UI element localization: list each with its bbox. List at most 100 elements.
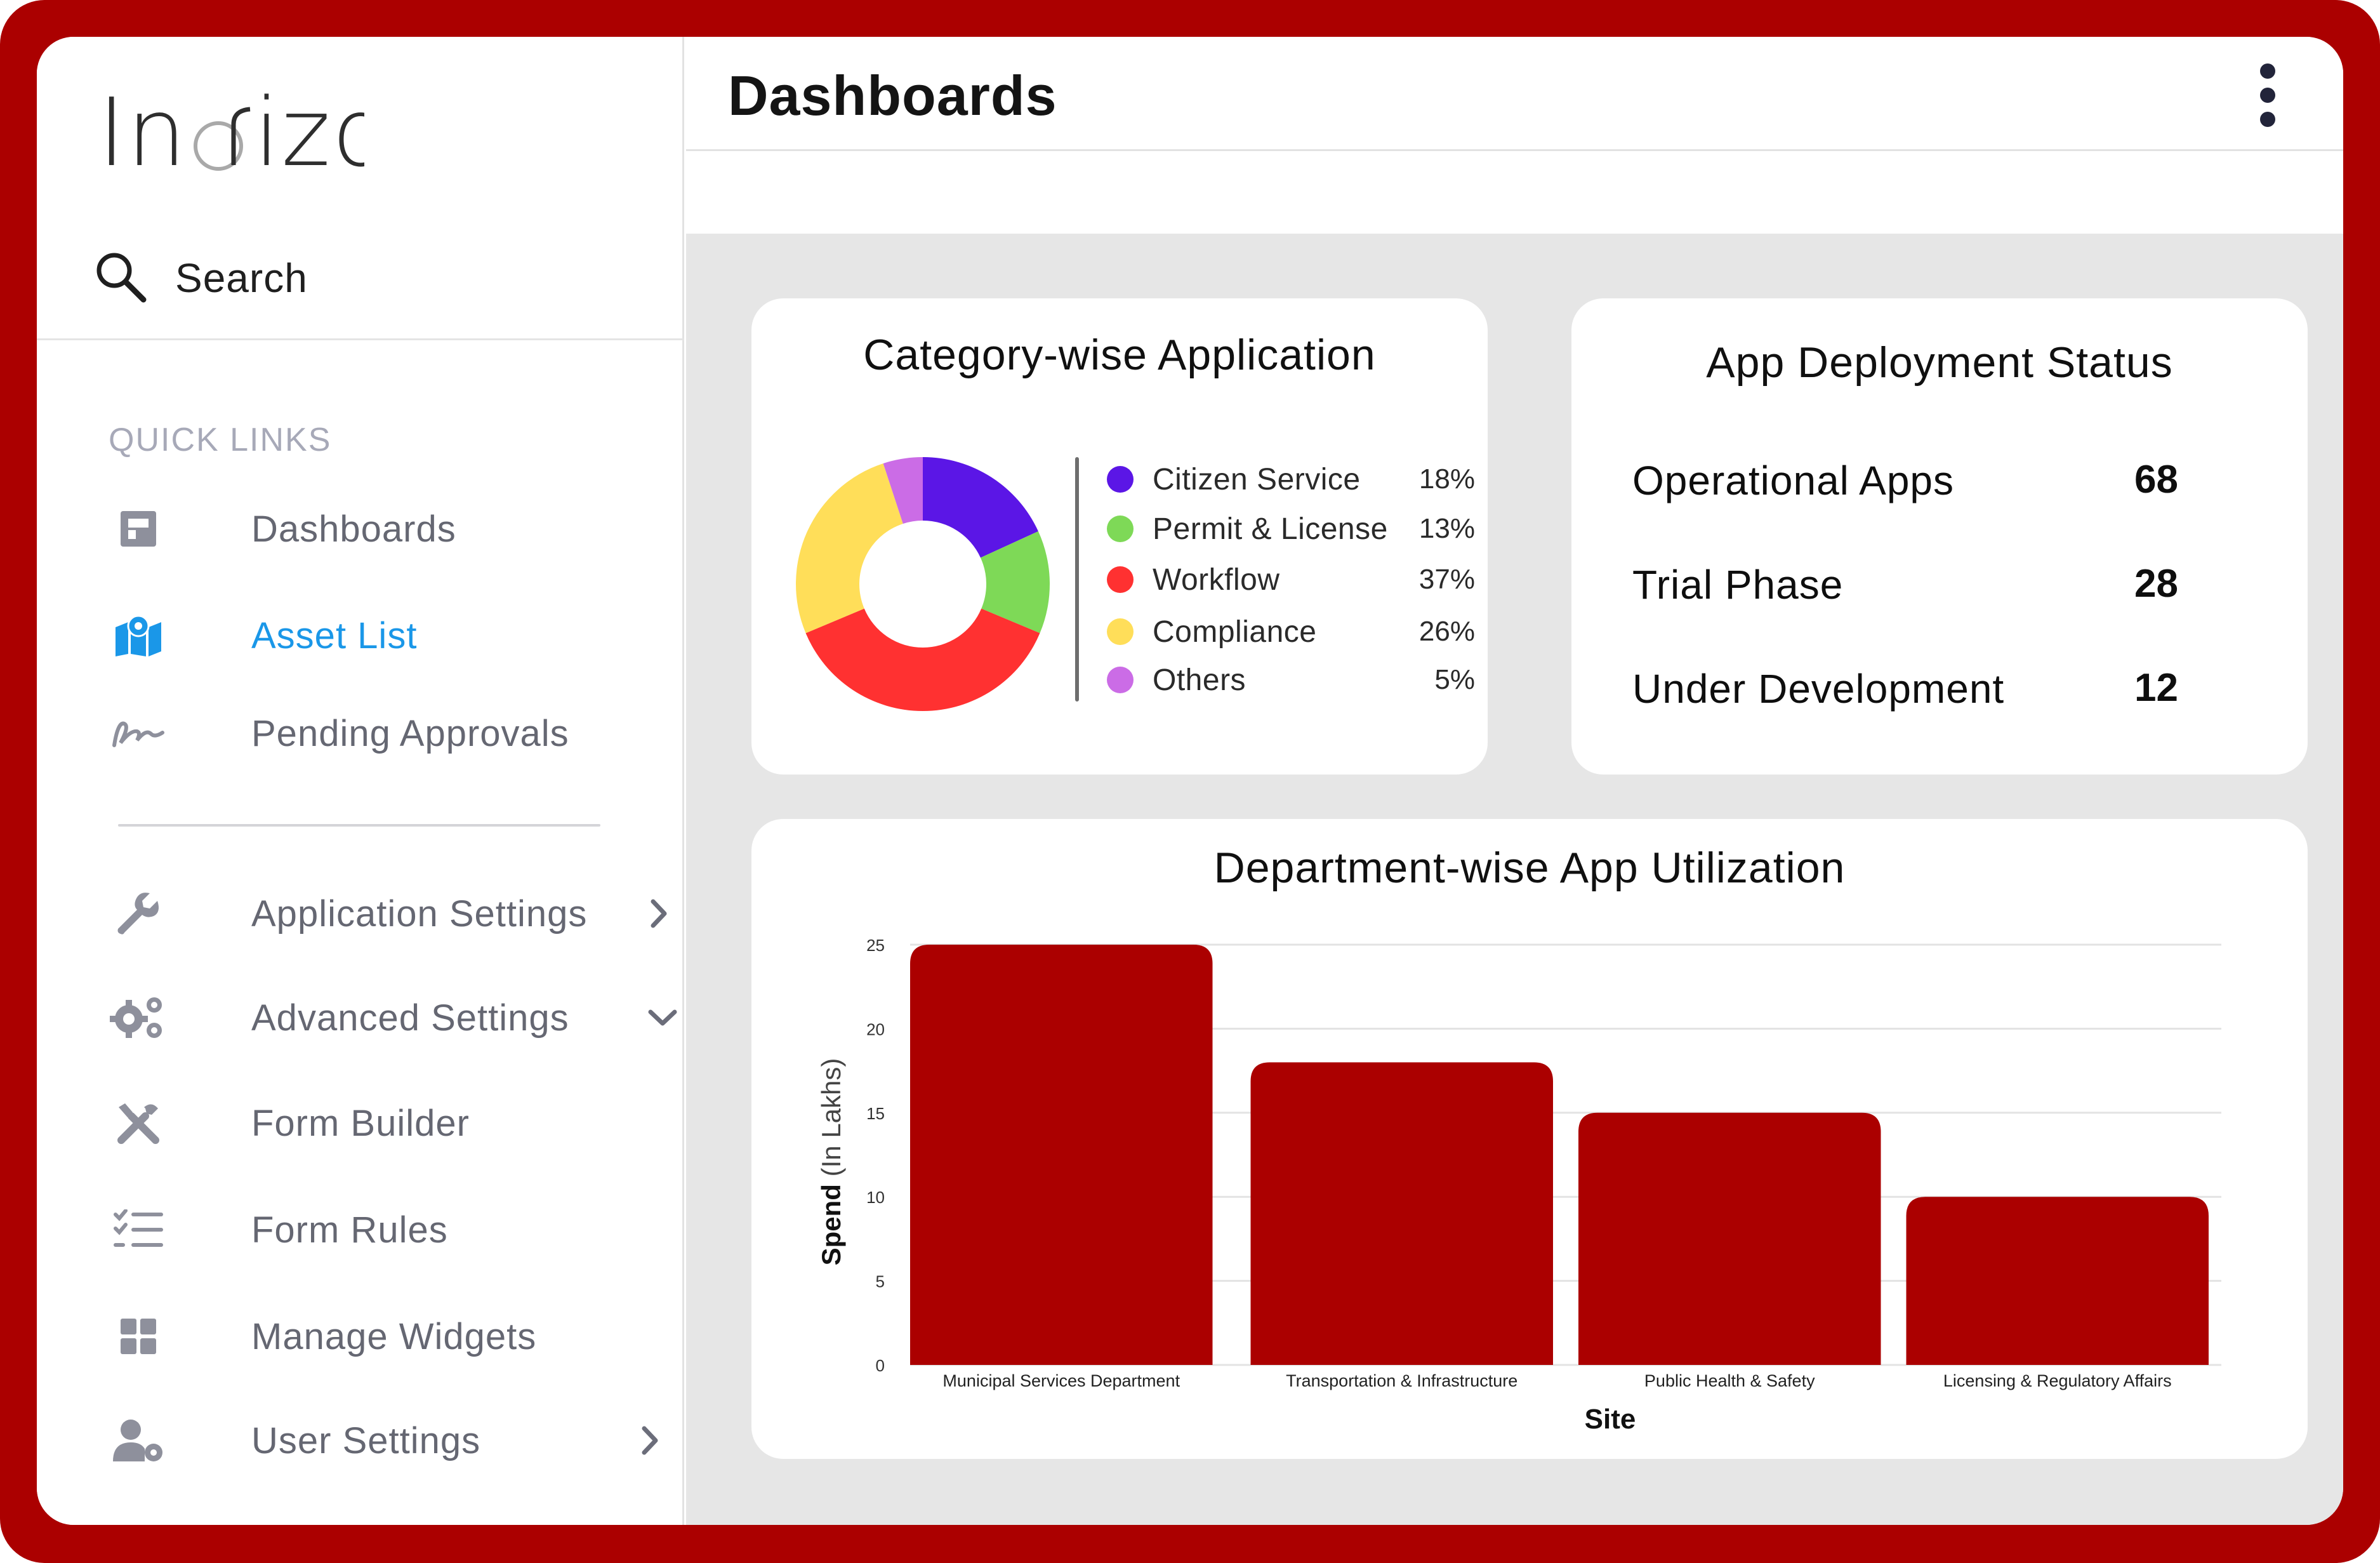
tools-icon: [107, 1091, 170, 1155]
status-value: 68: [2134, 458, 2178, 502]
chevron-right-icon[interactable]: [631, 1421, 669, 1460]
sidebar-item-label: Asset List: [251, 615, 418, 656]
wrench-icon: [107, 882, 170, 945]
donut-slice-others: [883, 457, 923, 524]
donut-slice-citizen-service: [923, 457, 1038, 558]
donut-slice-compliance: [796, 463, 903, 634]
legend-swatch: [1107, 515, 1134, 542]
sidebar-item-label: User Settings: [251, 1420, 481, 1461]
y-tick-label: 10: [866, 1188, 885, 1207]
sidebar-item-label: Manage Widgets: [251, 1315, 537, 1357]
search-button[interactable]: Search: [94, 246, 308, 310]
map-pin-icon: [107, 604, 170, 667]
utilization-card: Department-wise App Utilization 0 5 10 15 20…: [751, 819, 2308, 1459]
sidebar-item-application-settings[interactable]: Application Settings: [107, 879, 678, 948]
page-title: Dashboards: [728, 64, 1057, 127]
brand-logo: In izo: [98, 78, 389, 187]
svg-text:izo: izo: [254, 88, 364, 183]
sidebar-separator: [118, 824, 600, 827]
dashboard-icon: [107, 497, 170, 561]
sidebar-item-label: Form Rules: [251, 1209, 448, 1251]
sidebar-item-label: Advanced Settings: [251, 997, 569, 1039]
legend-percent: 13%: [1418, 513, 1475, 544]
category-card-title: Category-wise Application: [863, 331, 1376, 379]
category-legend: Citizen Service 18% Permit & License 13% Wor…: [1107, 444, 1488, 717]
legend-label: Others: [1153, 663, 1246, 697]
y-tick-label: 20: [866, 1020, 885, 1039]
search-icon: [94, 250, 147, 307]
x-axis-label: Site: [1585, 1404, 1636, 1435]
sidebar-item-label: Dashboards: [251, 508, 456, 550]
utilization-bar-chart: 0 5 10 15 20 25 Municipal Services Department T…: [816, 936, 2221, 1435]
legend-item: Compliance 26%: [1107, 609, 1488, 654]
legend-percent: 5%: [1434, 664, 1475, 695]
utilization-chart-title: Department-wise App Utilization: [1213, 844, 1846, 892]
legend-percent: 18%: [1418, 463, 1475, 495]
status-row-trial: Trial Phase 28: [1632, 561, 2178, 618]
sidebar-item-form-rules[interactable]: Form Rules: [107, 1195, 678, 1265]
sidebar-item-dashboards[interactable]: Dashboards: [107, 494, 678, 564]
x-tick-label: Municipal Services Department: [942, 1371, 1180, 1390]
category-donut-chart: [796, 457, 1050, 711]
sidebar-item-label: Pending Approvals: [251, 712, 569, 754]
legend-swatch: [1107, 667, 1134, 693]
signature-icon: [107, 702, 170, 765]
sidebar-item-user-settings[interactable]: User Settings: [107, 1406, 678, 1475]
legend-item: Permit & License 13%: [1107, 507, 1488, 551]
legend-swatch: [1107, 618, 1134, 645]
logo-wordmark: In izo: [98, 78, 389, 187]
y-tick-label: 0: [876, 1356, 885, 1375]
x-tick-label: Transportation & Infrastructure: [1286, 1371, 1517, 1390]
svg-text:In: In: [98, 88, 187, 183]
legend-percent: 26%: [1418, 616, 1475, 647]
x-tick-label: Licensing & Regulatory Affairs: [1943, 1371, 2172, 1390]
status-value: 12: [2134, 666, 2178, 710]
sidebar-item-form-builder[interactable]: Form Builder: [107, 1088, 678, 1158]
deployment-card: App Deployment Status Operational Apps 6…: [1571, 298, 2308, 775]
kebab-menu-icon[interactable]: [2252, 63, 2284, 127]
legend-percent: 37%: [1418, 564, 1475, 595]
legend-item: Citizen Service 18%: [1107, 457, 1488, 502]
donut-slice-workflow: [805, 608, 1040, 711]
status-label: Operational Apps: [1632, 458, 1954, 503]
chevron-right-icon[interactable]: [640, 895, 678, 933]
sidebar-item-advanced-settings[interactable]: Advanced Settings: [107, 983, 678, 1053]
bar: [1906, 1197, 2209, 1365]
sidebar: In izo Search QUICK LINKS Dashboards: [37, 37, 684, 1525]
sidebar-item-label: Application Settings: [251, 893, 588, 934]
legend-item: Others 5%: [1107, 658, 1488, 702]
bar: [910, 945, 1213, 1365]
checklist-icon: [107, 1198, 170, 1261]
quick-links-heading: QUICK LINKS: [109, 422, 332, 458]
dashboard-body: Category-wise Application Citizen Servic…: [686, 234, 2343, 1525]
legend-label: Workflow: [1153, 562, 1280, 597]
status-row-operational: Operational Apps 68: [1632, 457, 2178, 514]
sidebar-item-asset-list[interactable]: Asset List: [107, 601, 678, 670]
status-row-under-development: Under Development 12: [1632, 665, 2178, 722]
bar: [1250, 1062, 1553, 1365]
y-axis-label: Spend (In Lakhs): [816, 1058, 846, 1266]
category-card: Category-wise Application Citizen Servic…: [751, 298, 1488, 775]
app-window: In izo Search QUICK LINKS Dashboards: [37, 37, 2343, 1525]
user-gear-icon: [107, 1409, 170, 1472]
status-label: Under Development: [1632, 666, 2005, 712]
chevron-down-icon[interactable]: [644, 999, 682, 1037]
legend-label: Compliance: [1153, 615, 1317, 649]
sidebar-item-manage-widgets[interactable]: Manage Widgets: [107, 1301, 678, 1371]
status-value: 28: [2134, 562, 2178, 606]
legend-swatch: [1107, 566, 1134, 593]
grid-icon: [107, 1305, 170, 1368]
y-tick-label: 25: [866, 936, 885, 955]
sidebar-item-label: Form Builder: [251, 1102, 470, 1144]
page-header: Dashboards: [686, 37, 2343, 151]
legend-swatch: [1107, 466, 1134, 493]
donut-slice-permit-license: [980, 531, 1050, 634]
legend-label: Citizen Service: [1153, 462, 1361, 496]
legend-label: Permit & License: [1153, 512, 1388, 546]
sidebar-divider: [37, 338, 684, 340]
sidebar-item-pending-approvals[interactable]: Pending Approvals: [107, 698, 678, 768]
y-tick-label: 5: [876, 1272, 885, 1291]
gears-icon: [107, 986, 170, 1049]
status-label: Trial Phase: [1632, 562, 1844, 608]
search-label: Search: [175, 255, 308, 301]
